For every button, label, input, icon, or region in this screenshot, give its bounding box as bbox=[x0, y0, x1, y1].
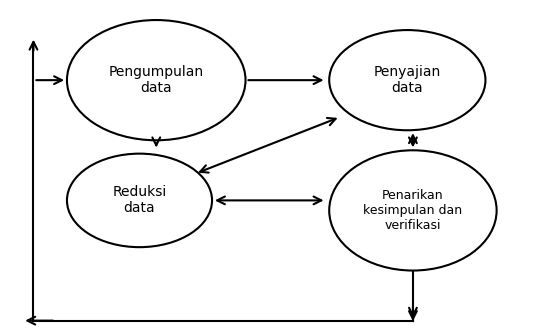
Text: Reduksi
data: Reduksi data bbox=[112, 185, 167, 215]
Text: Penyajian
data: Penyajian data bbox=[374, 65, 441, 95]
Text: Penarikan
kesimpulan dan
verifikasi: Penarikan kesimpulan dan verifikasi bbox=[363, 189, 463, 232]
Text: Pengumpulan
data: Pengumpulan data bbox=[109, 65, 204, 95]
